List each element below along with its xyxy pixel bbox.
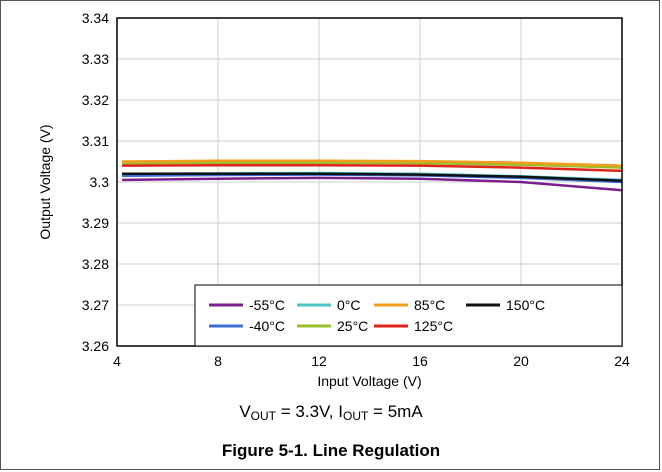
x-tick-label: 20 [513,353,529,369]
y-tick-label: 3.31 [82,133,109,149]
legend-label: 85°C [414,297,445,313]
line-chart: 4 8 12 16 20 24 3.263.273.283.293.33.313.323.… [37,10,630,389]
vout-subscript: OUT [250,409,277,423]
y-tick-labels: 3.26 3.27 3.28 3.29 3.3 3.31 3.32 3.33 3.34 [82,10,109,354]
x-tick-label: 16 [412,353,428,369]
figure-caption: Figure 5-1. Line Regulation [221,441,441,460]
series-line-85c [122,159,623,167]
legend-label: -55°C [249,297,285,313]
legend-box [194,284,623,347]
iout-subscript: OUT [342,409,369,423]
legend-label: 25°C [337,318,368,334]
y-tick-label: 3.29 [82,215,109,231]
y-tick-label: 3.27 [82,297,109,313]
x-tick-label: 4 [113,353,121,369]
x-tick-label: 8 [214,353,222,369]
iout-value: = 5mA [368,402,423,421]
series-line-125c [122,163,623,173]
legend-label: -40°C [249,318,285,334]
y-tick-label: 3.34 [82,10,109,26]
series-line-25c [122,161,623,169]
y-tick-label: 3.28 [82,256,109,272]
y-tick-label: 3.3 [90,174,110,190]
vout-value: = 3.3V, [276,402,339,421]
vout-symbol: V [239,402,251,421]
test-condition: VOUT = 3.3V, IOUT = 5mA [0,402,662,423]
y-axis-label: Output Voltage (V) [37,124,53,239]
legend-label: 125°C [414,318,453,334]
y-tick-label: 3.33 [82,51,109,67]
series-line-150c [122,172,623,183]
x-tick-label: 24 [614,353,630,369]
legend: -55°C 0°C 85°C 150°C -40°C 25°C 125°C [194,284,623,347]
series-lines [122,159,623,192]
iout-symbol: I [338,402,343,421]
x-axis-label: Input Voltage (V) [317,373,421,389]
series-line--55c [122,176,623,192]
y-tick-label: 3.26 [82,338,109,354]
x-tick-labels: 4 8 12 16 20 24 [113,353,630,369]
legend-label: 0°C [337,297,361,313]
legend-label: 150°C [506,297,545,313]
y-tick-label: 3.32 [82,92,109,108]
x-tick-label: 12 [311,353,327,369]
